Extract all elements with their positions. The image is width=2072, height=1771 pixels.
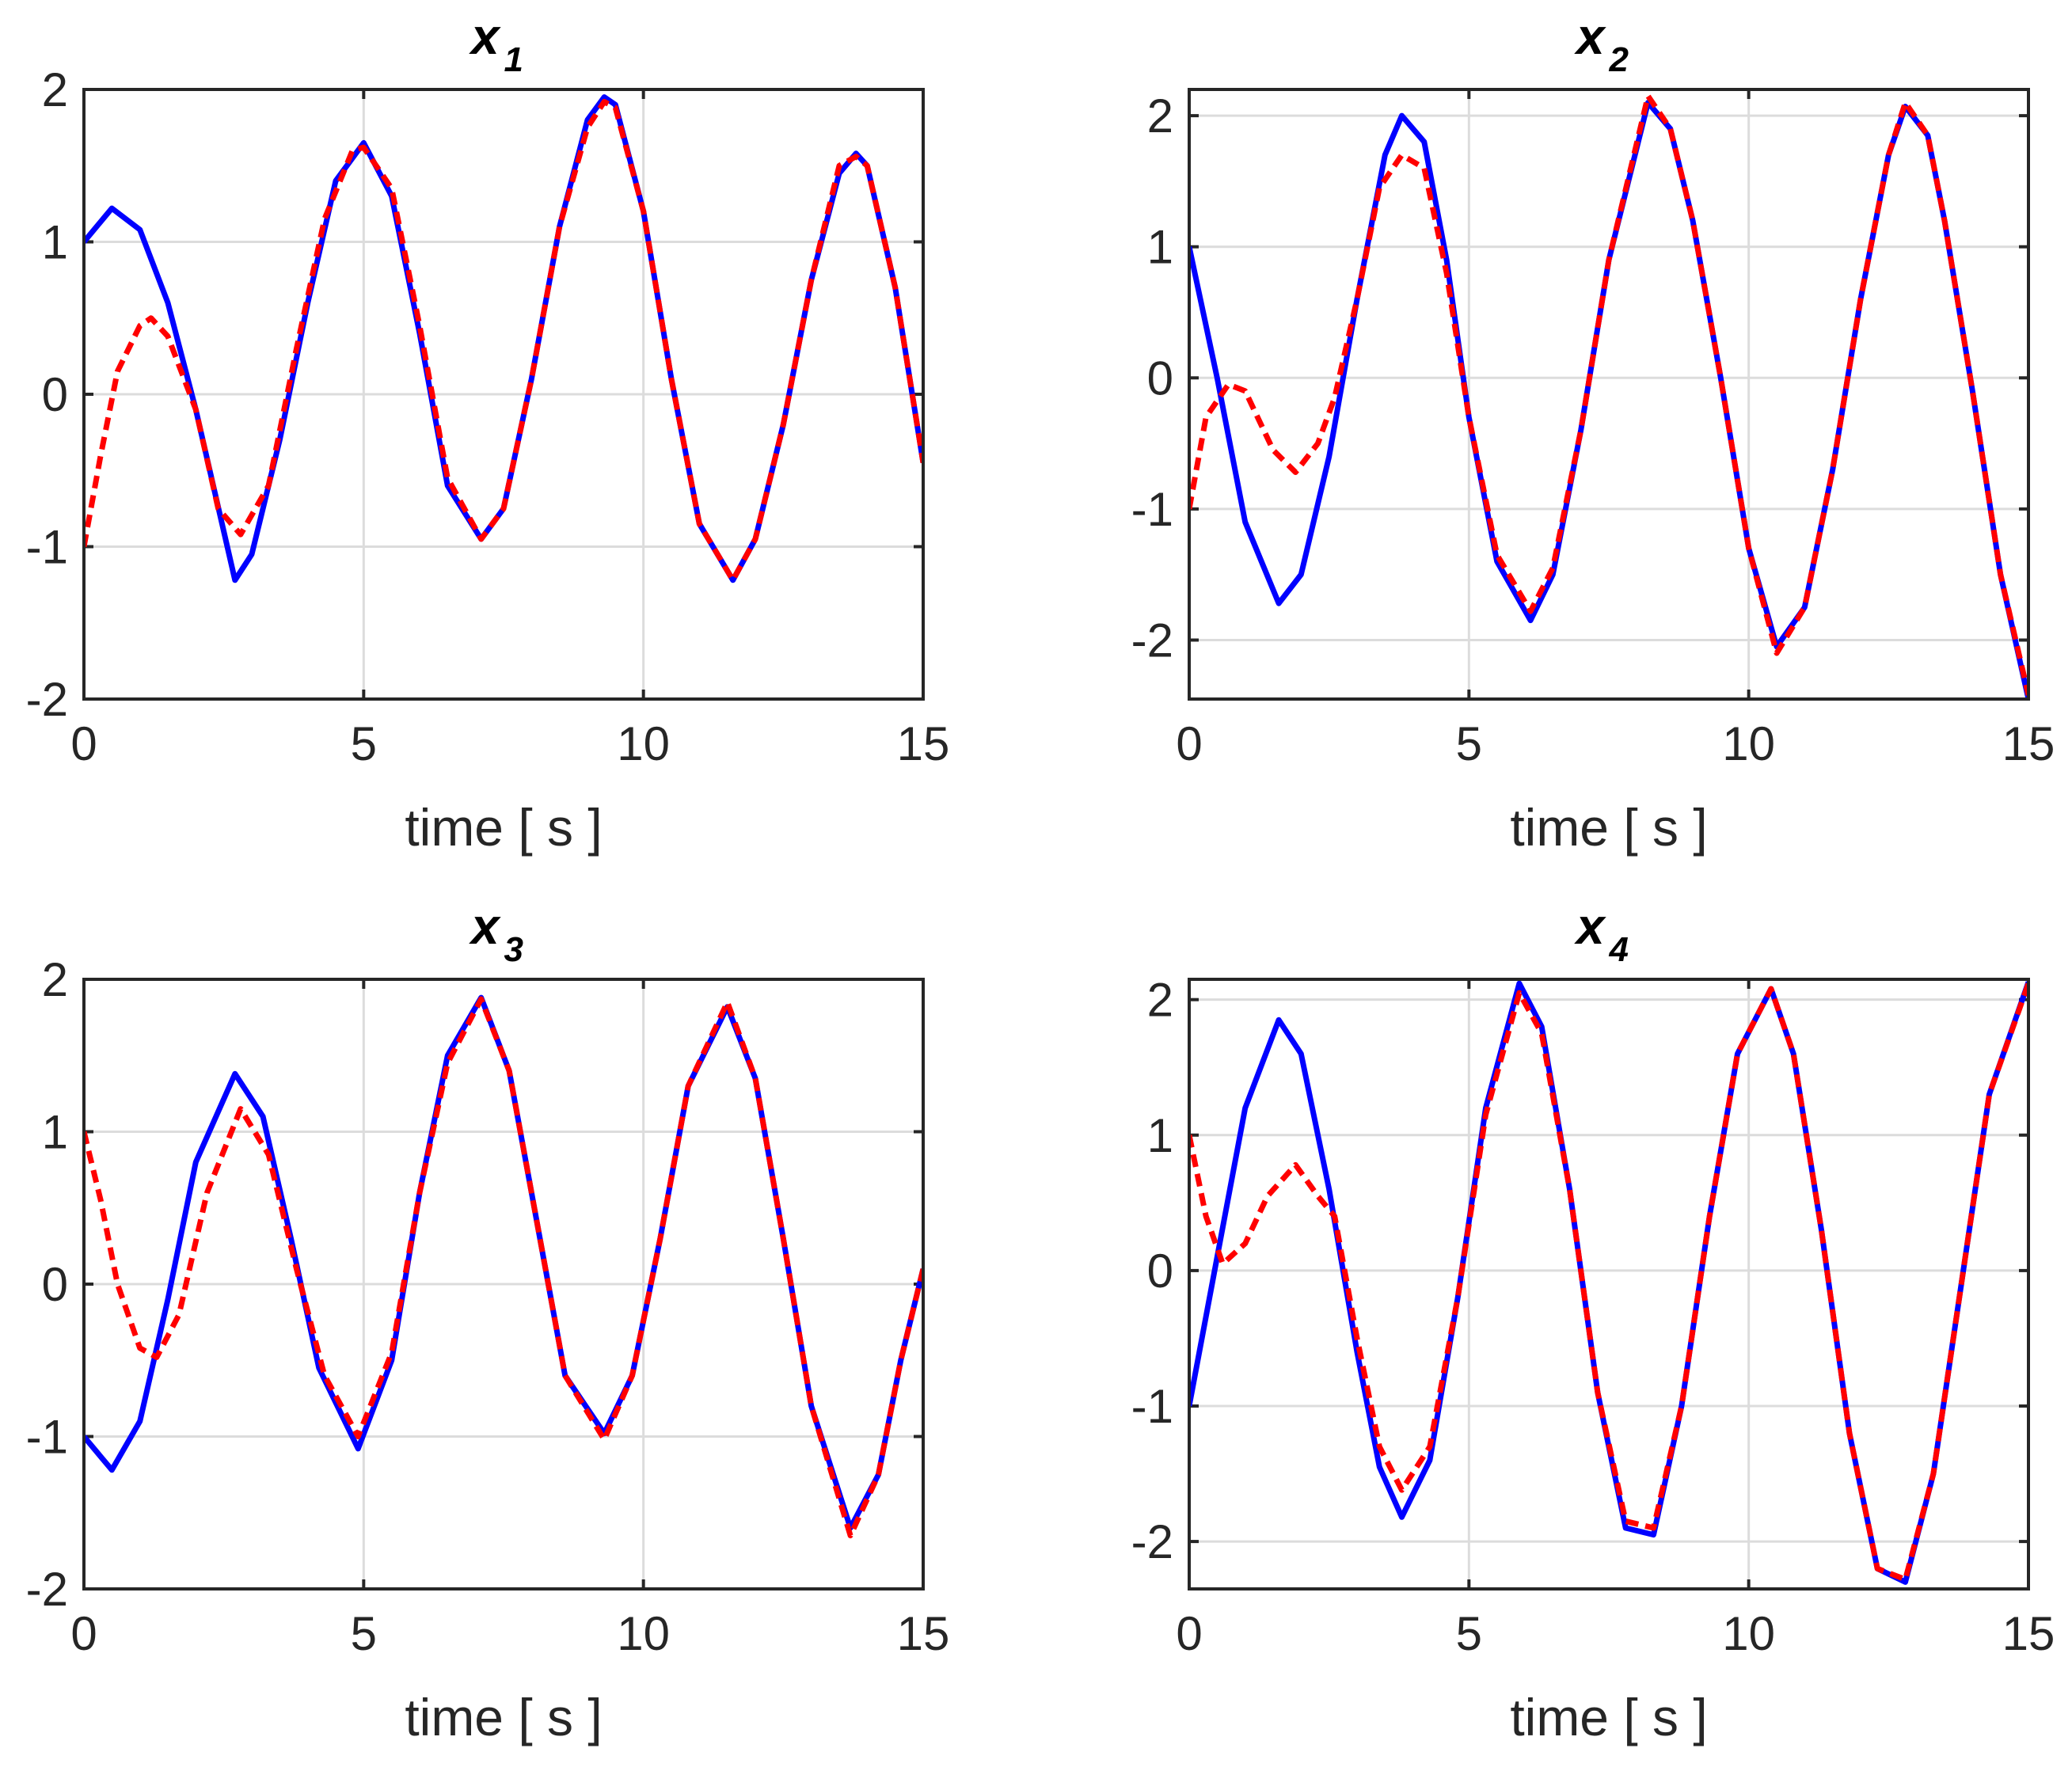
axes-frame (82, 88, 925, 701)
plot-area (1189, 979, 2028, 1589)
axes-frame (1188, 978, 2030, 1590)
y-tick-label: 1 (42, 216, 68, 269)
x-tick-label: 0 (70, 717, 97, 770)
x-tick-label: 15 (897, 1607, 950, 1660)
x-tick-label: 5 (1456, 1607, 1482, 1660)
y-tick-label: 2 (42, 63, 68, 116)
y-tick-label: -2 (26, 673, 68, 726)
x-tick-label: 10 (617, 717, 670, 770)
series-line-dashed (84, 996, 923, 1539)
y-tick-label: -2 (26, 1563, 68, 1616)
y-tick-label: 1 (1147, 221, 1173, 274)
y-tick-label: -1 (1131, 483, 1173, 536)
x-axis-label: time [ s ] (405, 1688, 602, 1746)
x-axis-label: time [ s ] (1510, 1688, 1707, 1746)
x-tick-label: 5 (351, 1607, 377, 1660)
plot-title-main: x (469, 898, 501, 955)
plot-area (1189, 89, 2028, 699)
x-tick-label: 0 (70, 1607, 97, 1660)
x-axis-label: time [ s ] (405, 798, 602, 857)
y-tick-label: 0 (1147, 352, 1173, 405)
x-tick-label: 10 (1722, 1607, 1775, 1660)
y-tick-label: -2 (1131, 1515, 1173, 1568)
plot-title-main: x (469, 8, 501, 65)
plot-title-main: x (1574, 8, 1606, 65)
x-tick-label: 10 (1722, 717, 1775, 770)
axes-frame (82, 978, 925, 1590)
y-tick-label: -1 (26, 1411, 68, 1464)
y-tick-label: 1 (42, 1106, 68, 1159)
y-tick-label: 0 (42, 368, 68, 421)
axes-frame (1188, 88, 2030, 701)
x-tick-label: 15 (2002, 717, 2055, 770)
x-tick-label: 0 (1176, 1607, 1202, 1660)
plot-title-subscript: 4 (1609, 930, 1629, 969)
y-tick-label: 0 (1147, 1245, 1173, 1298)
plot-title-subscript: 3 (504, 930, 523, 969)
y-tick-label: 0 (42, 1258, 68, 1311)
plot-title-main: x (1574, 898, 1606, 955)
plot-title-subscript: 2 (1609, 40, 1629, 79)
y-tick-label: 1 (1147, 1109, 1173, 1162)
y-tick-label: 2 (1147, 974, 1173, 1027)
x-tick-label: 5 (351, 717, 377, 770)
y-tick-label: 2 (42, 953, 68, 1006)
plot-title-subscript: 1 (504, 40, 523, 79)
y-tick-label: -1 (26, 521, 68, 574)
x-tick-label: 5 (1456, 717, 1482, 770)
x-tick-label: 10 (617, 1607, 670, 1660)
y-tick-label: -1 (1131, 1380, 1173, 1433)
y-tick-label: -2 (1131, 614, 1173, 667)
y-tick-label: 2 (1147, 89, 1173, 143)
x-tick-label: 15 (897, 717, 950, 770)
x-axis-label: time [ s ] (1510, 798, 1707, 857)
x-tick-label: 15 (2002, 1607, 2055, 1660)
series-line-dashed (84, 98, 923, 583)
x-tick-label: 0 (1176, 717, 1202, 770)
